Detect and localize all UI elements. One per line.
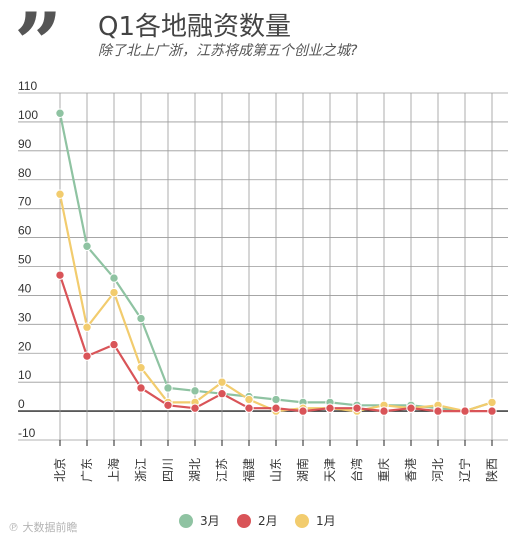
x-tick-label: 广东: [80, 458, 94, 482]
x-tick-label: 浙江: [134, 458, 148, 482]
y-tick-label: 110: [18, 79, 37, 93]
data-point: [55, 108, 65, 118]
y-tick-label: 10: [18, 368, 32, 382]
data-point: [217, 389, 227, 399]
x-tick-label: 台湾: [349, 458, 364, 482]
data-point: [136, 383, 146, 393]
x-tick-label: 福建: [241, 458, 256, 482]
legend-swatch: [179, 514, 193, 528]
data-point: [352, 403, 362, 413]
data-point: [271, 394, 281, 405]
legend-label: 3月: [200, 514, 220, 528]
chart-subtitle: 除了北上广浙，江苏将成第五个创业之城?: [98, 43, 358, 59]
legend-label: 2月: [258, 514, 278, 528]
series-lines: [55, 108, 497, 416]
x-tick-label: 辽宁: [457, 458, 472, 482]
data-point: [136, 313, 146, 324]
legend: 3月 2月 1月: [179, 514, 336, 528]
data-point: [82, 241, 92, 251]
x-tick-label: 重庆: [377, 458, 391, 482]
data-point: [55, 270, 65, 280]
x-tick-label: 山东: [269, 458, 283, 482]
y-tick-label: 50: [18, 253, 32, 267]
data-point: [487, 406, 497, 416]
data-point: [379, 406, 389, 416]
data-point: [82, 351, 92, 361]
y-tick-label: 100: [18, 108, 38, 122]
y-tick-label: 30: [18, 310, 32, 324]
grid-lines: [18, 92, 508, 446]
data-point: [163, 383, 173, 393]
data-point: [109, 287, 119, 298]
y-tick-label: 90: [18, 137, 32, 151]
data-point: [55, 189, 65, 199]
y-tick-label: 80: [18, 166, 32, 180]
data-point: [433, 406, 443, 416]
x-tick-label: 河北: [431, 458, 445, 482]
x-tick-label: 上海: [106, 458, 121, 482]
data-point: [460, 406, 470, 416]
legend-label: 1月: [316, 514, 336, 528]
data-point: [163, 400, 173, 410]
data-point: [109, 339, 119, 350]
y-tick-label: 60: [18, 224, 32, 238]
data-point: [190, 386, 200, 396]
data-point: [298, 406, 308, 416]
x-tick-label: 天津: [323, 458, 337, 482]
y-tick-label: 40: [18, 281, 32, 295]
x-tick-label: 四川: [161, 458, 175, 482]
data-point: [244, 403, 254, 413]
quote-mark-icon: ”: [14, 0, 63, 93]
x-tick-label: 香港: [404, 458, 418, 482]
data-point: [82, 322, 92, 332]
x-tick-label: 北京: [53, 458, 67, 482]
x-tick-label: 陕西: [484, 458, 499, 482]
legend-swatch: [237, 514, 251, 528]
x-axis-ticks: 北京 广东 上海 浙江 四川 湖北 江苏 福建 山东 湖南 天津 台湾 重庆 香港 河北 辽宁 陕西: [53, 458, 499, 482]
y-tick-label: -10: [18, 426, 36, 440]
y-axis-ticks: -10 0 10 20 30 40 50 60 70 80 90 100 110: [18, 79, 38, 440]
data-point: [190, 403, 200, 413]
data-point: [109, 273, 119, 283]
y-tick-label: 70: [18, 195, 32, 209]
data-point: [325, 403, 335, 413]
y-tick-label: 0: [18, 397, 25, 411]
data-point: [271, 403, 281, 413]
x-tick-label: 湖北: [187, 458, 202, 482]
watermark: ℗ 大数据前瞻: [8, 521, 78, 534]
data-point: [487, 397, 497, 408]
x-tick-label: 湖南: [295, 458, 310, 482]
legend-swatch: [295, 514, 309, 528]
data-point: [406, 403, 416, 413]
x-tick-label: 江苏: [215, 458, 229, 482]
data-point: [136, 363, 146, 373]
data-point: [244, 394, 254, 405]
data-point: [217, 377, 227, 387]
chart-title: Q1各地融资数量: [98, 12, 292, 42]
y-tick-label: 20: [18, 339, 32, 353]
